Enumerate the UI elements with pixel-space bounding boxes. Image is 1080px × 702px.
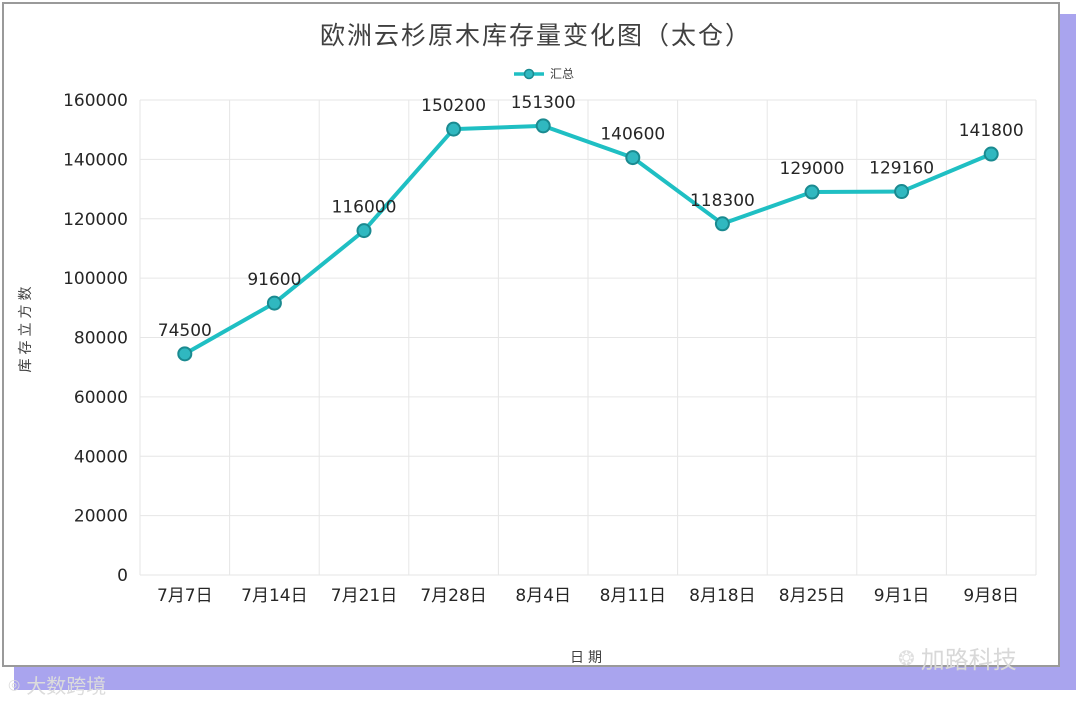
series-line <box>183 123 992 356</box>
chart-area: 欧洲云杉原木库存量变化图（太仓） 0 20000 40000 60000 80000 10… <box>2 2 1060 667</box>
watermark-left: ◎ 大数跨境 <box>8 670 106 699</box>
y-tick-label: 60000 <box>74 388 128 408</box>
data-point <box>625 150 641 166</box>
data-point <box>356 223 372 239</box>
legend-marker <box>523 68 535 80</box>
data-point <box>535 118 551 134</box>
data-label: 91600 <box>247 270 301 290</box>
data-point <box>177 346 193 362</box>
brand-logo-icon: ◎ <box>8 676 21 693</box>
data-label: 74500 <box>158 321 212 341</box>
data-label: 140600 <box>600 125 665 145</box>
x-tick-label: 7月21日 <box>331 586 397 606</box>
data-label: 150200 <box>421 96 486 116</box>
y-tick-label: 40000 <box>74 447 128 467</box>
data-label: 129000 <box>780 159 845 179</box>
y-tick-label: 140000 <box>63 150 128 170</box>
x-tick-label: 7月14日 <box>241 586 307 606</box>
x-tick-label: 9月1日 <box>874 586 930 606</box>
y-tick-label: 20000 <box>74 507 128 527</box>
wechat-icon: ❂ <box>898 645 915 670</box>
data-point <box>894 184 910 200</box>
chart-title: 欧洲云杉原木库存量变化图（太仓） <box>319 21 752 50</box>
data-point <box>266 295 282 311</box>
data-point <box>983 146 999 162</box>
watermark-right: ❂ 加路科技 <box>898 640 1017 675</box>
x-tick-label: 8月18日 <box>689 586 755 606</box>
x-tick-label: 9月8日 <box>963 586 1019 606</box>
data-point <box>446 121 462 137</box>
watermark-right-text: 加路科技 <box>920 646 1017 674</box>
data-label: 141800 <box>959 121 1024 141</box>
x-axis-label: 日期 <box>570 650 606 666</box>
x-tick-label: 7月7日 <box>157 586 213 606</box>
watermark-left-text: 大数跨境 <box>26 674 107 698</box>
y-tick-label: 0 <box>117 566 128 586</box>
data-label: 116000 <box>332 198 397 218</box>
x-tick-label: 8月25日 <box>779 586 845 606</box>
data-label: 129160 <box>869 159 934 179</box>
data-label: 151300 <box>511 93 576 113</box>
y-axis-label: 库存立方数 <box>18 283 34 373</box>
y-tick-label: 100000 <box>63 269 128 289</box>
x-tick-label: 8月11日 <box>600 586 666 606</box>
y-tick-label: 80000 <box>74 329 128 349</box>
legend-label: 汇总 <box>550 67 574 81</box>
data-point <box>804 184 820 200</box>
line-chart: 0 20000 40000 60000 80000 100000 120000 140000 1… <box>18 67 1037 666</box>
y-tick-label: 120000 <box>63 210 128 230</box>
y-tick-label: 160000 <box>63 91 128 111</box>
x-tick-label: 7月28日 <box>420 586 486 606</box>
data-point <box>714 216 730 232</box>
x-tick-label: 8月4日 <box>515 586 571 606</box>
data-label: 118300 <box>690 191 755 211</box>
